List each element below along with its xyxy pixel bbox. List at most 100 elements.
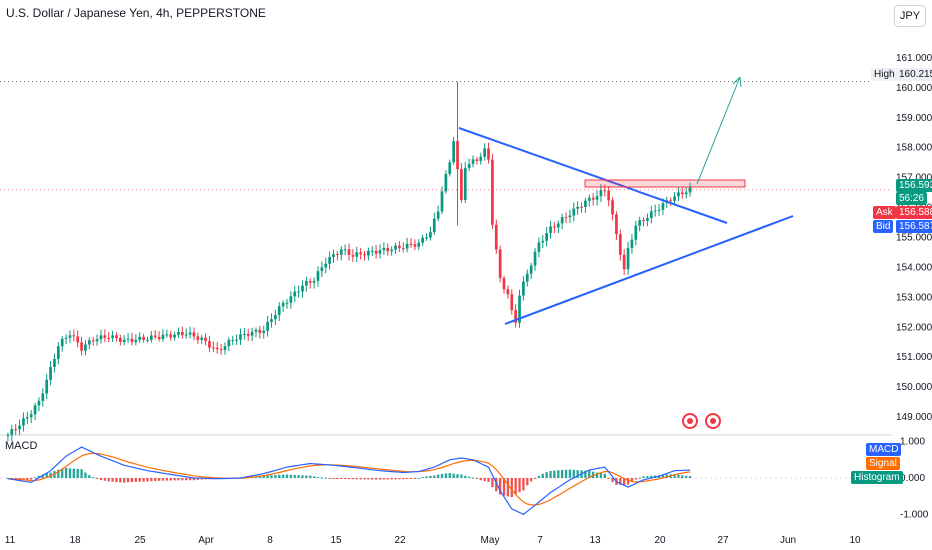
candle-body <box>25 417 29 419</box>
event-icon-dot <box>710 418 716 424</box>
macd-histogram-bar <box>181 478 184 481</box>
macd-histogram-bar <box>456 474 459 478</box>
macd-histogram-bar <box>514 478 517 495</box>
candle-body <box>680 192 684 195</box>
macd-histogram-bar <box>374 478 378 480</box>
candle-body <box>448 162 452 175</box>
macd-histogram-bar <box>61 468 64 478</box>
candle-body <box>657 209 661 211</box>
candle-body <box>556 223 560 228</box>
candle-body <box>475 159 479 161</box>
candle-body <box>231 339 235 341</box>
macd-histogram-bar <box>623 478 626 485</box>
candle-body <box>33 405 37 415</box>
macd-histogram-bar <box>351 478 355 480</box>
candle-body <box>661 203 665 210</box>
macd-histogram-bar <box>270 475 273 478</box>
candle-body <box>146 339 149 341</box>
macd-histogram-bar <box>681 475 684 478</box>
price-tick-label: 152.000 <box>896 322 932 333</box>
candle-body <box>460 169 463 200</box>
macd-histogram-bar <box>646 476 649 478</box>
macd-histogram-bar <box>84 472 87 478</box>
macd-histogram-bar <box>262 475 265 478</box>
macd-histogram-bar <box>460 474 463 478</box>
candle-body <box>545 233 549 241</box>
macd-histogram-bar <box>405 478 409 479</box>
currency-button[interactable]: JPY <box>894 5 926 27</box>
macd-histogram-bar <box>402 478 405 480</box>
candle-body <box>49 367 52 380</box>
candle-body <box>487 148 490 160</box>
macd-histogram-bar <box>359 478 362 480</box>
candle-body <box>208 341 211 348</box>
candle-body <box>157 337 161 340</box>
candle-body <box>363 254 366 256</box>
macd-histogram-bar <box>157 478 161 481</box>
macd-histogram-bar <box>498 478 502 495</box>
macd-histogram-bar <box>355 478 358 480</box>
price-tick-label: 150.000 <box>896 382 932 393</box>
macd-histogram-bar <box>417 477 420 479</box>
macd-histogram-bar <box>440 473 444 478</box>
candle-body <box>196 336 200 340</box>
candle-body <box>646 218 649 221</box>
candle-body <box>320 267 324 272</box>
macd-histogram-bar <box>154 478 157 481</box>
candle-body <box>638 220 642 226</box>
candle-body <box>285 302 289 304</box>
candle-body <box>103 335 107 338</box>
candle-body <box>200 337 204 340</box>
bid-value-tag: 156.587 <box>896 220 932 233</box>
candle-body <box>161 334 165 340</box>
candle-body <box>491 159 494 225</box>
macd-histogram-bar <box>661 474 665 478</box>
candle-body <box>378 250 382 254</box>
macd-histogram-bar <box>572 469 575 478</box>
price-tick-label: 159.000 <box>896 113 932 124</box>
price-tick-label: 151.000 <box>896 352 932 363</box>
candle-body <box>347 249 351 255</box>
ask-label-tag: Ask <box>873 206 896 219</box>
candle-body <box>274 315 277 320</box>
macd-histogram-bar <box>274 475 277 478</box>
candle-body <box>502 278 506 290</box>
candle-body <box>688 187 692 193</box>
macd-histogram-bar <box>595 472 599 478</box>
macd-histogram-bar <box>324 477 327 479</box>
time-tick-label: 25 <box>134 535 146 546</box>
macd-histogram-bar <box>336 478 339 479</box>
macd-histogram-bar <box>483 478 486 482</box>
macd-histogram-bar <box>626 478 630 485</box>
candle-body <box>436 211 440 219</box>
macd-histogram-bar <box>33 477 37 479</box>
candle-body <box>165 334 169 336</box>
macd-histogram-bar <box>642 476 645 478</box>
candle-body <box>394 245 397 250</box>
candle-body <box>425 237 428 239</box>
macd-histogram-bar <box>529 478 533 482</box>
macd-histogram-bar <box>607 478 610 479</box>
candle-body <box>239 334 242 340</box>
macd-histogram-bar <box>367 478 370 480</box>
last-price-tag: 156.593 <box>896 179 932 192</box>
macd-histogram-bar <box>549 470 552 478</box>
macd-histogram-bar <box>444 473 448 478</box>
macd-histogram-bar <box>502 478 506 496</box>
candle-body <box>471 159 475 164</box>
signal-line <box>7 452 691 506</box>
candle-body <box>367 250 370 256</box>
candle-body <box>242 333 246 335</box>
time-tick-label: 7 <box>537 535 543 546</box>
candle-body <box>452 141 456 163</box>
candle-body <box>580 206 583 208</box>
candle-body <box>99 335 103 340</box>
candle-body <box>642 220 645 222</box>
candle-body <box>223 346 227 350</box>
macd-histogram-bar <box>464 475 467 478</box>
candle-body <box>336 254 339 256</box>
macd-histogram-bar <box>688 476 692 478</box>
macd-legend-macd: MACD <box>866 443 902 456</box>
time-tick-label: May <box>481 535 500 546</box>
